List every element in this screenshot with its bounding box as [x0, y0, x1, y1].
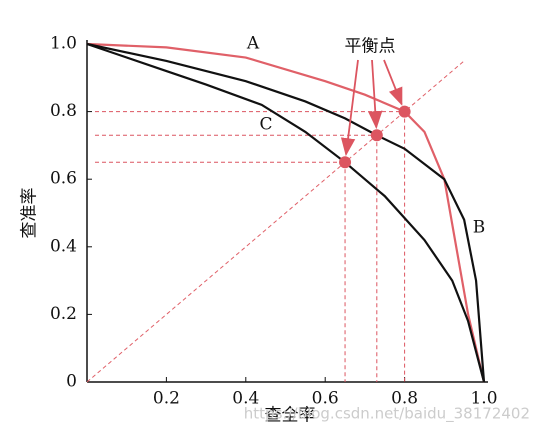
y-tick-label: 0	[66, 372, 77, 392]
reference-line	[86, 60, 465, 383]
curve-label: C	[259, 115, 272, 135]
x-axis-label: 查全率	[265, 406, 316, 426]
x-tick-label: 0.8	[391, 389, 418, 409]
break-even-label: 平衡点	[345, 37, 396, 57]
y-tick-label: 0.6	[50, 169, 77, 189]
x-tick-label: 0.2	[153, 389, 180, 409]
break-even-point	[339, 156, 352, 169]
y-tick-label: 1.0	[50, 34, 77, 54]
y-tick-label: 0.4	[50, 236, 77, 256]
curve-label: A	[246, 34, 260, 54]
y-axis-label: 查准率	[20, 188, 40, 239]
watermark: https://blog.csdn.net/baidu_38172402	[244, 405, 530, 424]
y-tick-label: 0.8	[50, 101, 77, 121]
break-even-point	[370, 129, 383, 142]
x-tick-label: 1.0	[470, 389, 497, 409]
arrow	[383, 59, 403, 106]
x-tick-label: 0.6	[312, 389, 339, 409]
break-even-point	[398, 105, 411, 118]
arrow	[340, 59, 359, 157]
x-tick-label: 0.4	[232, 389, 259, 409]
curve-label: B	[473, 218, 486, 238]
pr-curve	[86, 42, 486, 383]
y-tick-label: 0.2	[50, 304, 77, 324]
arrow	[368, 59, 383, 130]
